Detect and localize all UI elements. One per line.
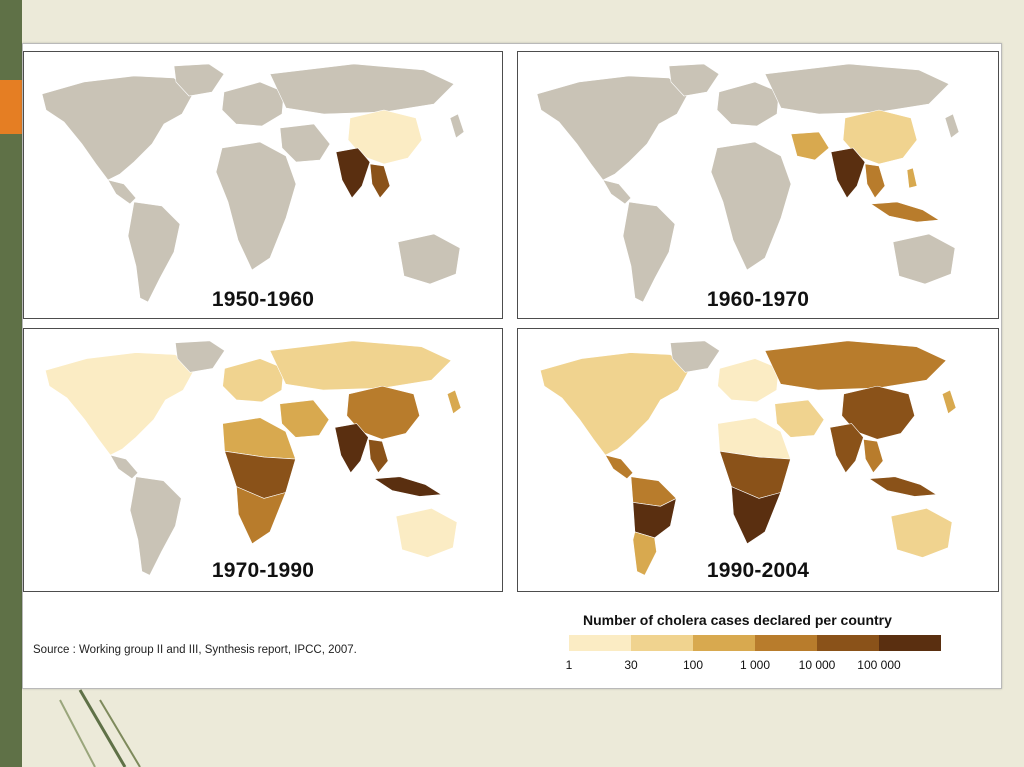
japan [944,113,960,139]
legend-swatch-2 [631,635,693,651]
australia [395,507,458,558]
legend-swatch-4 [755,635,817,651]
middle-east [774,399,825,438]
europe [717,358,780,403]
legend-swatch-1 [569,635,631,651]
greenland [670,340,721,373]
legend-tick-3: 100 [682,658,704,672]
india [830,147,866,199]
southeast-asia [863,438,884,474]
southeast-asia [368,438,389,474]
world-map [44,340,462,576]
china [347,109,423,165]
greenland [668,63,720,97]
greenland [175,340,226,373]
australia [890,507,953,558]
central-america [109,454,139,480]
india [829,423,864,474]
north-america [536,75,690,181]
north-america [44,352,196,456]
africa [215,141,297,271]
africa-central [719,450,791,499]
europe [221,81,285,127]
period-label: 1990-2004 [706,559,810,582]
africa [710,141,792,271]
middle-east [790,131,830,161]
map-panel-1960-1970: 1960-1970 [517,51,999,319]
india [335,147,371,199]
legend-swatch-3 [693,635,755,651]
southeast-asia [369,163,391,199]
russia [764,340,947,391]
india [334,423,369,474]
china [842,109,918,165]
south-america-south [632,531,657,576]
period-label: 1960-1970 [706,288,810,311]
legend-swatch-6 [879,635,941,651]
map-panel-1970-1990: 1970-1990 [23,328,503,592]
europe [716,81,780,127]
period-label: 1970-1990 [211,559,315,582]
indonesia [870,201,940,223]
world-map [539,340,957,576]
philippines [906,167,918,189]
china [346,385,420,440]
indonesia [868,476,938,497]
legend-tick-4: 1 000 [739,658,771,672]
central-america [604,454,634,480]
china [841,385,915,440]
russia [764,63,950,115]
sidebar-stripe [0,0,22,767]
japan [941,389,957,415]
africa-central [224,450,296,499]
legend-color-scale [569,635,941,651]
map-panel-1950-1960: 1950-1960 [23,51,503,319]
north-america [41,75,195,181]
africa-south [236,486,287,545]
australia [397,233,461,285]
south-america [622,201,676,303]
period-label: 1950-1960 [211,288,315,311]
australia [892,233,956,285]
world-map [41,63,465,303]
slide-card: 1950-1960 196 [22,43,1002,689]
legend-tick-1: 1 [565,658,573,672]
japan [449,113,465,139]
europe [222,358,285,403]
south-america [127,201,181,303]
legend-swatch-5 [817,635,879,651]
central-america [602,179,632,205]
legend-title: Number of cholera cases declared per cou… [583,612,892,628]
source-note: Source : Working group II and III, Synth… [33,644,357,656]
russia [269,340,452,391]
legend-tick-5: 10 000 [798,658,836,672]
legend-tick-6: 100 000 [857,658,901,672]
southeast-asia [864,163,886,199]
accent-tab [0,80,22,134]
russia [269,63,455,115]
world-map [536,63,960,303]
middle-east [279,399,330,438]
middle-east [279,123,331,163]
legend-tick-2: 30 [624,658,638,672]
north-america [539,352,691,456]
south-america [129,476,182,576]
greenland [173,63,225,97]
indonesia [373,476,443,497]
central-america [107,179,137,205]
japan [446,389,462,415]
map-panel-1990-2004: 1990-2004 [517,328,999,592]
africa-south [731,486,782,545]
